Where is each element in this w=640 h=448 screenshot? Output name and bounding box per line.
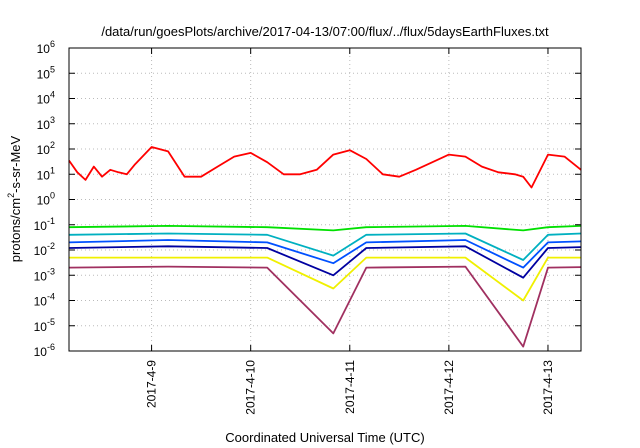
x-tick-label: 2017-4-13	[541, 360, 555, 415]
y-tick-base: 10	[37, 67, 51, 81]
y-axis: 10-610-510-410-310-210-11001011021031041…	[34, 39, 581, 359]
y-tick-base: 10	[34, 320, 48, 334]
y-tick-label: 10-4	[34, 292, 55, 309]
series-line	[69, 256, 581, 302]
y-tick-exponent: -5	[47, 317, 55, 327]
y-tick-label: 101	[37, 165, 55, 182]
x-tick-label: 2017-4-9	[145, 360, 159, 408]
y-tick-base: 10	[34, 345, 48, 359]
y-tick-base: 10	[37, 42, 51, 56]
y-tick-exponent: -1	[47, 216, 55, 226]
y-tick-label: 10-3	[34, 266, 55, 283]
x-tick-label: 2017-4-10	[244, 360, 258, 415]
y-tick-label: 103	[37, 115, 55, 132]
y-tick-exponent: -4	[47, 292, 55, 302]
y-axis-label-rest: -s-sr-MeV	[8, 135, 23, 192]
y-tick-label: 104	[37, 90, 55, 107]
y-tick-label: 10-1	[34, 216, 55, 233]
y-tick-label: 105	[37, 64, 55, 81]
y-tick-label: 100	[37, 191, 55, 208]
y-tick-exponent: 3	[50, 115, 55, 125]
y-tick-base: 10	[37, 93, 51, 107]
y-tick-base: 10	[37, 143, 51, 157]
y-axis-label: protons/cm2-s-sr-MeV	[6, 135, 23, 262]
x-axis-label: Coordinated Universal Time (UTC)	[225, 430, 424, 445]
series-line	[68, 224, 582, 232]
series-line	[68, 245, 582, 279]
chart-title: /data/run/goesPlots/archive/2017-04-13/0…	[101, 24, 549, 39]
y-tick-label: 10-5	[34, 317, 55, 334]
y-axis-label-base: protons/cm	[8, 198, 23, 262]
grid	[69, 48, 581, 351]
series-line	[68, 146, 582, 189]
y-tick-label: 10-6	[34, 342, 55, 359]
series-line	[68, 239, 582, 269]
y-tick-base: 10	[34, 295, 48, 309]
series-group	[68, 146, 582, 348]
y-tick-base: 10	[37, 194, 51, 208]
x-tick-label: 2017-4-12	[442, 360, 456, 415]
y-tick-exponent: -6	[47, 342, 55, 352]
series-line	[68, 232, 582, 261]
y-tick-exponent: 0	[50, 191, 55, 201]
y-tick-exponent: -2	[47, 241, 55, 251]
y-axis-label-sup: 2	[6, 193, 16, 198]
y-tick-base: 10	[37, 168, 51, 182]
y-tick-exponent: 5	[50, 64, 55, 74]
y-tick-exponent: 4	[50, 90, 55, 100]
y-tick-label: 102	[37, 140, 55, 157]
x-axis: 2017-4-9 2017-4-10 2017-4-11 2017-4-12 2017-…	[145, 48, 555, 415]
y-tick-base: 10	[34, 219, 48, 233]
y-tick-label: 106	[37, 39, 55, 56]
x-tick-label: 2017-4-11	[343, 360, 357, 414]
y-tick-label: 10-2	[34, 241, 55, 258]
series-line	[68, 265, 582, 348]
y-tick-base: 10	[34, 244, 48, 258]
y-tick-exponent: 6	[50, 39, 55, 49]
y-tick-exponent: 2	[50, 140, 55, 150]
y-tick-exponent: -3	[47, 266, 55, 276]
y-tick-exponent: 1	[50, 165, 55, 175]
y-tick-base: 10	[34, 269, 48, 283]
y-tick-base: 10	[37, 118, 51, 132]
